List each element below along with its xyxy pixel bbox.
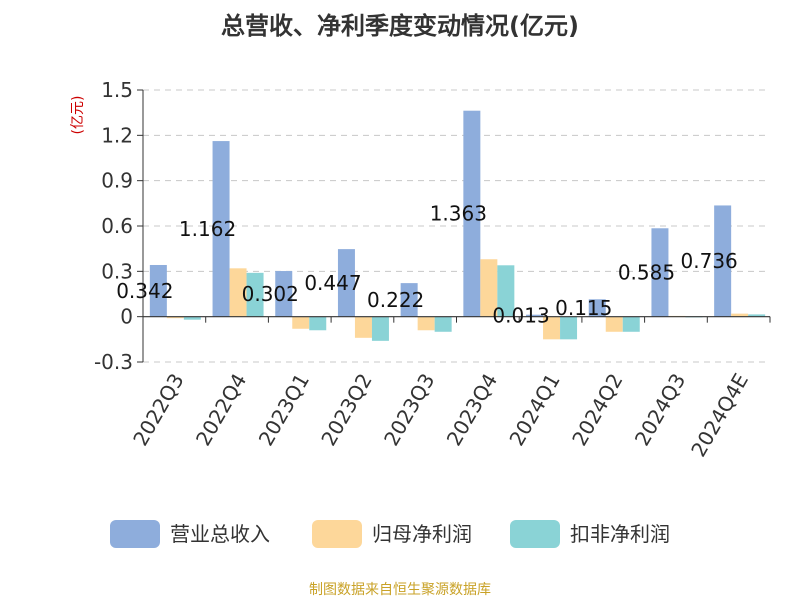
legend-label: 扣非净利润 <box>570 522 670 546</box>
legend: 营业总收入 归母净利润 扣非净利润 <box>110 520 670 548</box>
x-tick-label: 2023Q3 <box>379 369 439 450</box>
x-tick-label: 2022Q4 <box>191 369 251 450</box>
bar <box>149 264 167 317</box>
bar <box>354 316 372 338</box>
y-tick-label: 0.3 <box>101 259 133 283</box>
bar <box>714 205 732 317</box>
y-tick-label: 1.5 <box>101 78 133 102</box>
chart-title: 总营收、净利季度变动情况(亿元) <box>221 12 579 40</box>
data-label: 0.013 <box>492 304 549 328</box>
bar <box>371 316 389 341</box>
legend-swatch <box>110 520 160 548</box>
bar <box>183 316 201 320</box>
legend-label: 营业总收入 <box>170 522 270 546</box>
data-label: 0.447 <box>304 271 361 295</box>
bar <box>212 141 230 317</box>
bar <box>246 272 264 317</box>
bar <box>622 316 640 332</box>
data-label: 0.342 <box>116 279 173 303</box>
bars <box>149 110 766 341</box>
y-axis-unit-label: (亿元) <box>70 96 86 135</box>
bar <box>480 259 498 317</box>
bar <box>731 313 749 317</box>
bar <box>497 265 515 317</box>
x-tick-label: 2023Q1 <box>254 369 314 450</box>
y-tick-label: 0.6 <box>101 214 133 238</box>
bar <box>526 314 544 317</box>
bar <box>292 316 310 329</box>
data-label: 1.162 <box>179 217 236 241</box>
bar <box>400 283 418 317</box>
legend-label: 归母净利润 <box>372 522 472 546</box>
bar <box>309 316 327 331</box>
x-tick-label: 2023Q4 <box>442 369 502 450</box>
x-tick-label: 2024Q3 <box>630 369 690 450</box>
legend-swatch <box>510 520 560 548</box>
bar <box>605 316 623 332</box>
x-tick-label: 2023Q2 <box>316 369 376 450</box>
x-tick-label: 2022Q3 <box>128 369 188 450</box>
bar <box>337 249 355 317</box>
y-tick-label: 0.9 <box>101 169 133 193</box>
data-label: 1.363 <box>430 202 487 226</box>
y-tick-label: 0 <box>120 305 133 329</box>
bar <box>748 314 766 317</box>
bar <box>229 268 247 317</box>
data-label: 0.736 <box>681 249 738 273</box>
x-tick-label: 2024Q2 <box>567 369 627 450</box>
bar <box>275 271 293 317</box>
y-tick-label: 1.2 <box>101 123 133 147</box>
source-note: 制图数据来自恒生聚源数据库 <box>309 582 491 598</box>
grid <box>143 89 770 363</box>
data-label: 0.302 <box>242 282 299 306</box>
bar <box>588 299 606 317</box>
bar <box>463 110 481 317</box>
bar <box>166 316 184 319</box>
bar <box>434 316 452 332</box>
bar <box>560 316 578 340</box>
y-tick-label: -0.3 <box>94 350 133 374</box>
data-label: 0.222 <box>367 288 424 312</box>
bar <box>543 316 561 340</box>
data-label: 0.585 <box>618 260 675 284</box>
data-label: 0.115 <box>555 296 612 320</box>
legend-swatch <box>312 520 362 548</box>
bar <box>651 228 669 317</box>
x-tick-label: 2024Q1 <box>504 369 564 450</box>
bar <box>417 316 435 331</box>
x-tick-label: 2024Q4E <box>686 369 753 461</box>
